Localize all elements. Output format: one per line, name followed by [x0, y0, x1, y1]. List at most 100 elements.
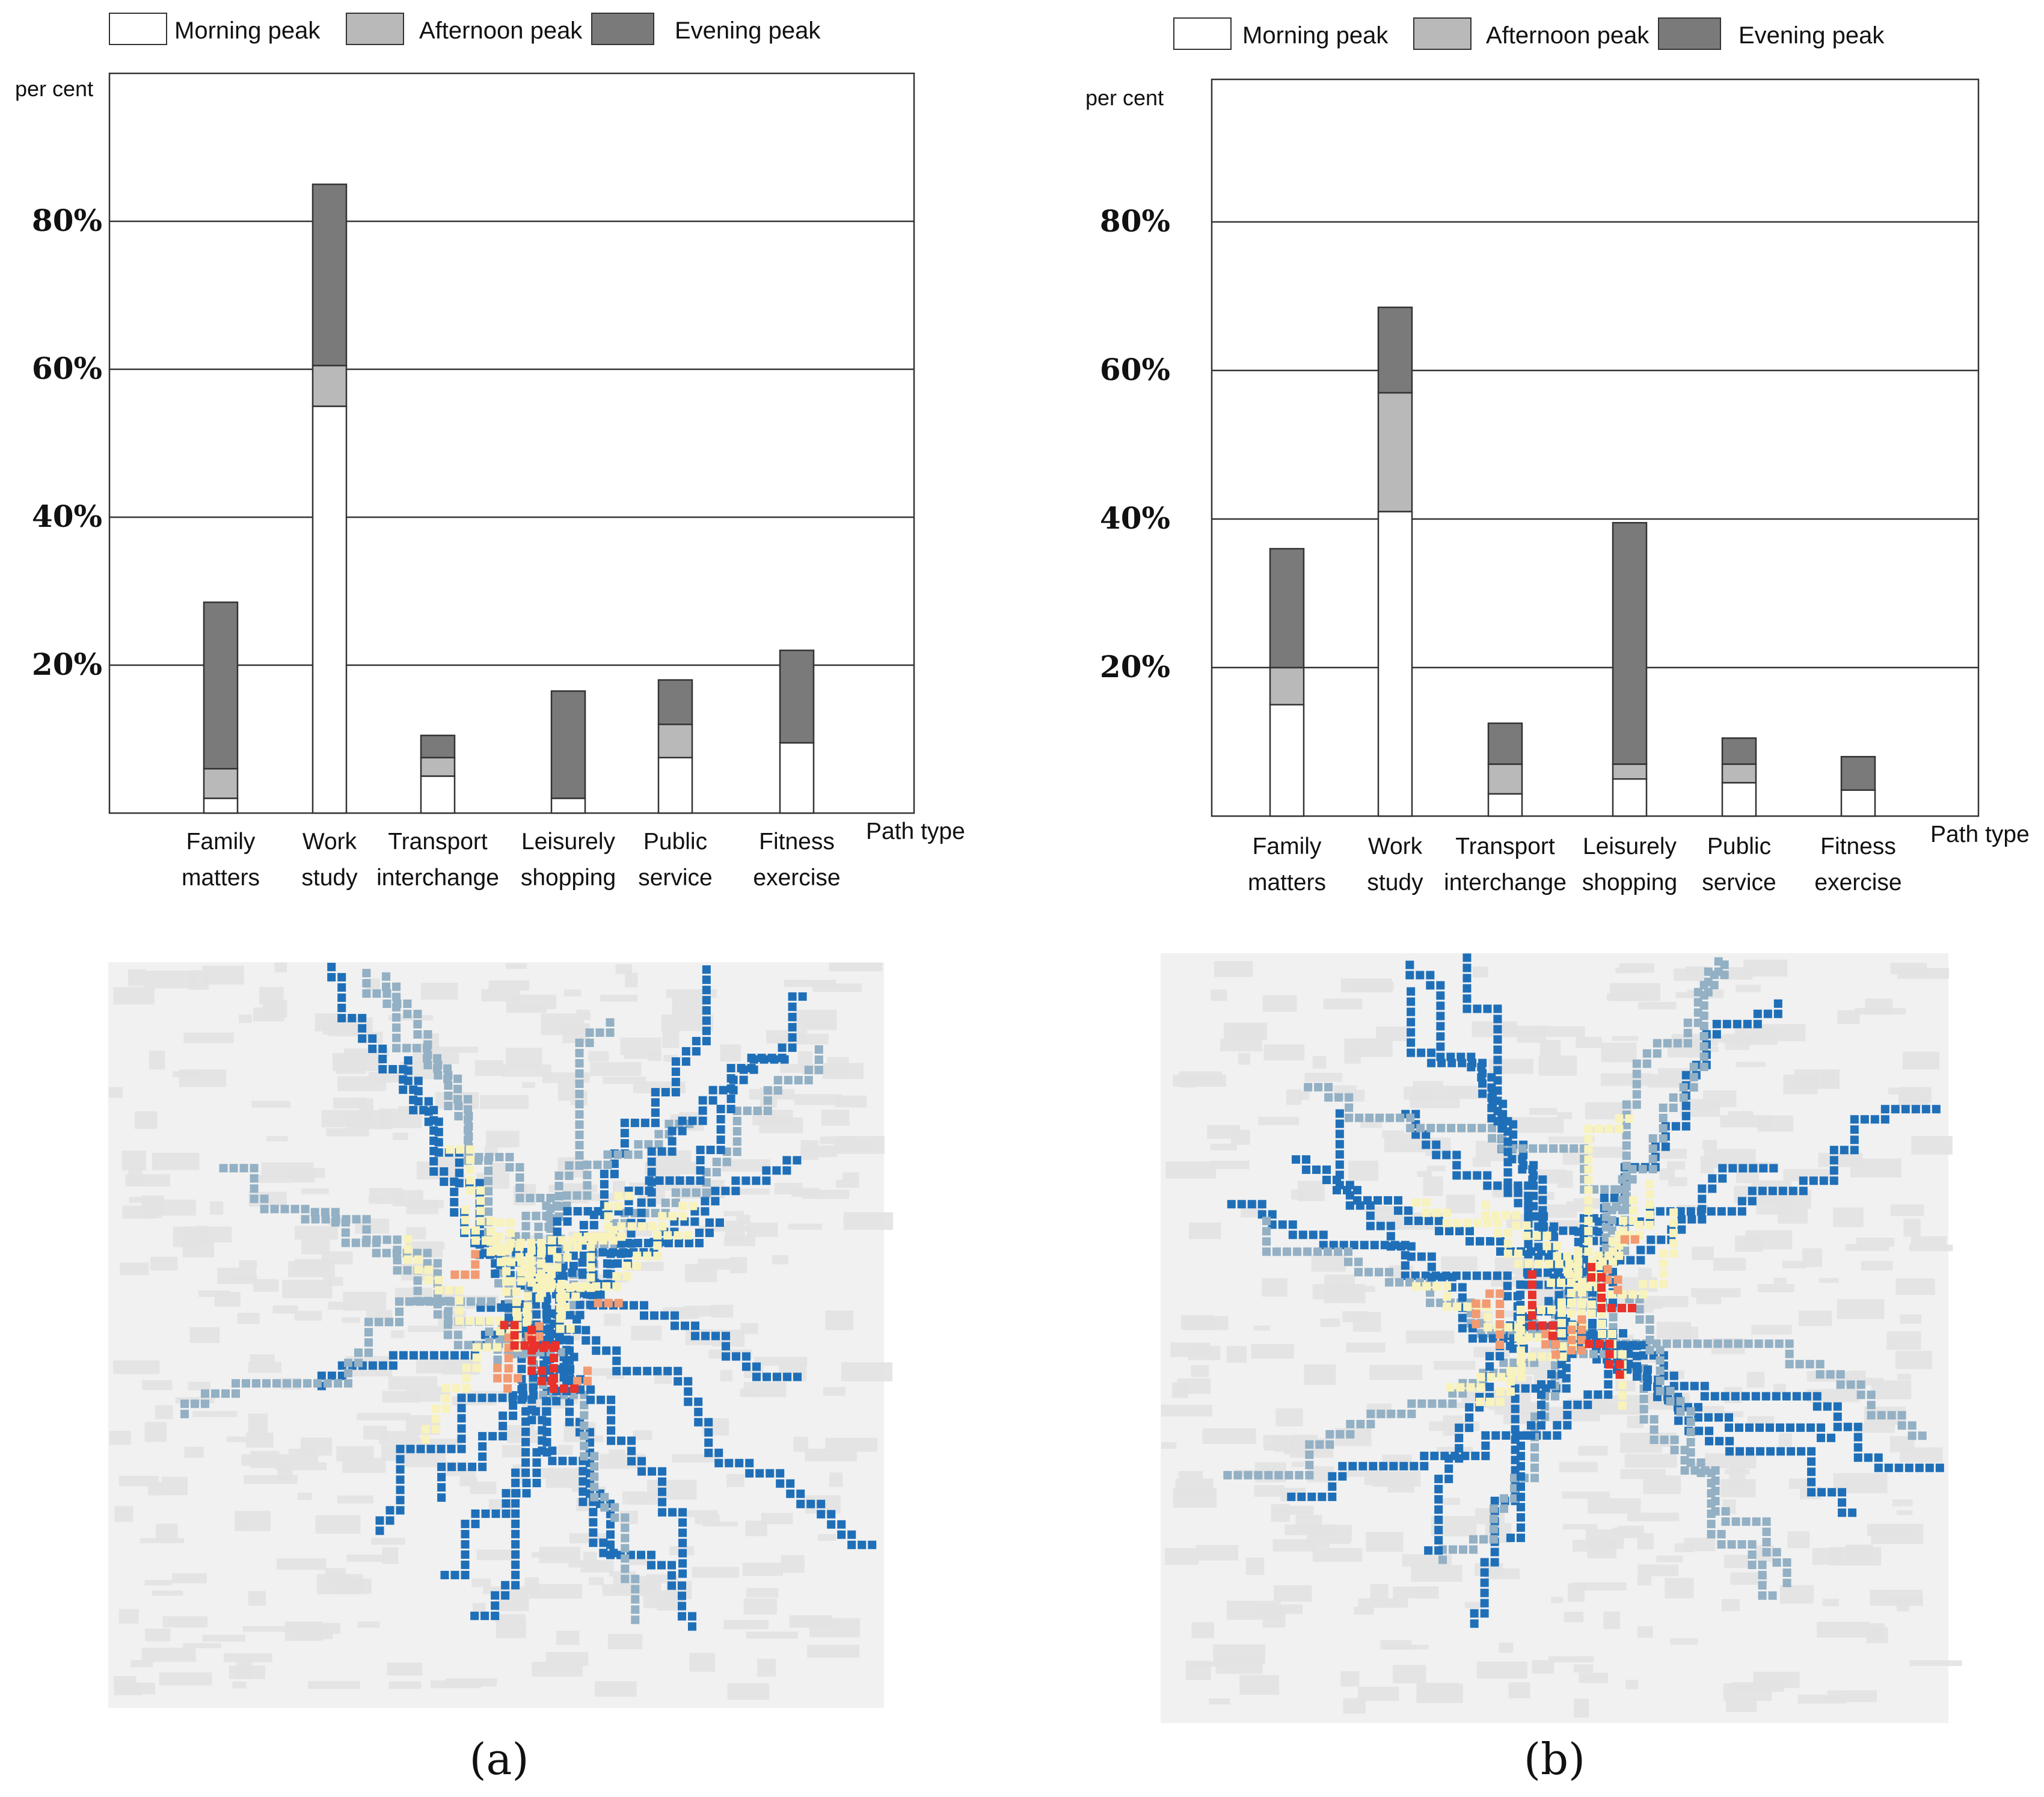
route-cell	[484, 1207, 493, 1216]
map-background-block	[1897, 1374, 1912, 1380]
route-cell	[1488, 1123, 1497, 1132]
route-cell	[555, 1331, 564, 1340]
route-cell	[1704, 1413, 1713, 1422]
route-cell	[1584, 1206, 1593, 1215]
route-cell	[1809, 1176, 1818, 1185]
route-cell	[388, 1064, 397, 1074]
route-cell	[763, 1107, 772, 1116]
route-cell	[607, 1395, 616, 1404]
route-cell	[497, 1303, 506, 1312]
route-cell	[1524, 1239, 1533, 1249]
route-cell	[1744, 1339, 1753, 1348]
route-cell	[722, 1352, 731, 1361]
route-cell	[1233, 1470, 1242, 1479]
route-cell	[1407, 1252, 1416, 1261]
route-cell	[1768, 1187, 1777, 1196]
route-cell	[527, 1246, 536, 1255]
route-cell	[431, 1425, 440, 1434]
route-cell	[1472, 1319, 1481, 1329]
map-background-block	[817, 1534, 836, 1541]
map-background-block	[1817, 1621, 1870, 1638]
bar-segment-0	[1721, 782, 1757, 817]
route-cell	[1662, 1339, 1671, 1348]
route-cell	[546, 1224, 555, 1233]
legend-swatch-2	[1658, 17, 1721, 50]
map-background-block	[387, 1662, 423, 1676]
route-cell	[1496, 1341, 1505, 1350]
route-cell	[440, 1167, 449, 1176]
map-background-block	[150, 1256, 178, 1271]
route-cell	[404, 1066, 413, 1075]
route-cell	[1516, 1280, 1525, 1289]
map-background-block	[1500, 1310, 1519, 1318]
map-background-block	[746, 1631, 798, 1639]
map-background-block	[1416, 1683, 1463, 1703]
route-cell	[702, 1037, 711, 1046]
route-cell	[1288, 1230, 1297, 1239]
route-cell	[1712, 1019, 1721, 1028]
map-background-block	[724, 1235, 756, 1246]
route-cell	[1456, 1052, 1465, 1061]
route-cell	[270, 1205, 279, 1214]
route-cell	[1632, 1069, 1641, 1078]
route-cell	[434, 1148, 443, 1157]
map-background-block	[1731, 1682, 1784, 1692]
map-background-block	[1899, 1087, 1932, 1103]
category-label: shopping	[521, 865, 616, 891]
route-cell	[726, 1105, 735, 1114]
route-cell	[491, 1509, 500, 1518]
route-cell	[1618, 1380, 1627, 1389]
route-cell	[1656, 1207, 1665, 1216]
map-background-block	[416, 1359, 470, 1374]
map-background-block	[226, 1276, 247, 1284]
route-cell	[668, 1571, 677, 1580]
route-cell	[1554, 1291, 1564, 1300]
route-cell	[1792, 1392, 1801, 1401]
route-cell	[1516, 1305, 1525, 1314]
route-cell	[419, 1351, 428, 1360]
map-background-block	[1902, 1051, 1940, 1069]
map-background-block	[1343, 1698, 1366, 1714]
route-cell	[1588, 1319, 1597, 1328]
map-background-block	[1562, 1491, 1610, 1499]
route-cell	[1417, 1399, 1426, 1408]
map-background-block	[382, 1547, 399, 1564]
route-cell	[1490, 1496, 1499, 1505]
route-cell	[586, 1385, 595, 1394]
route-cell	[1717, 1207, 1726, 1216]
category-label: exercise	[1814, 870, 1901, 895]
route-cell	[1764, 1339, 1773, 1348]
bar-segment-0	[779, 742, 815, 814]
route-cell	[1563, 1252, 1572, 1261]
route-cell	[752, 1176, 761, 1185]
route-cell	[1698, 1194, 1707, 1203]
route-cell	[1680, 1466, 1689, 1475]
route-cell	[1288, 1220, 1297, 1229]
route-cell	[606, 1018, 615, 1027]
map-background-block	[481, 989, 520, 1002]
route-cell	[372, 1249, 381, 1258]
map-background-block	[1283, 1448, 1323, 1455]
route-cell	[1639, 1351, 1648, 1360]
route-cell	[1449, 1545, 1458, 1554]
route-cell	[1455, 1444, 1464, 1453]
map-background-block	[1773, 1383, 1786, 1394]
y-tick-label: 80%	[1100, 203, 1170, 239]
route-cell	[616, 1249, 625, 1258]
map-background-block	[1601, 1055, 1615, 1060]
route-cell	[1346, 1430, 1355, 1439]
route-cell	[471, 1250, 480, 1259]
route-cell	[538, 1436, 547, 1445]
route-cell	[1366, 1211, 1375, 1220]
route-cell	[595, 1028, 604, 1037]
route-cell	[1718, 1164, 1727, 1173]
route-cell	[1601, 1202, 1610, 1211]
route-cell	[496, 1218, 505, 1227]
route-cell	[1447, 1123, 1456, 1132]
route-cell	[578, 1268, 587, 1277]
route-cell	[1295, 1470, 1304, 1479]
route-cell	[301, 1215, 310, 1224]
route-cell	[1493, 1066, 1502, 1075]
route-cell	[414, 1077, 423, 1086]
map-background-block	[1758, 1284, 1794, 1292]
